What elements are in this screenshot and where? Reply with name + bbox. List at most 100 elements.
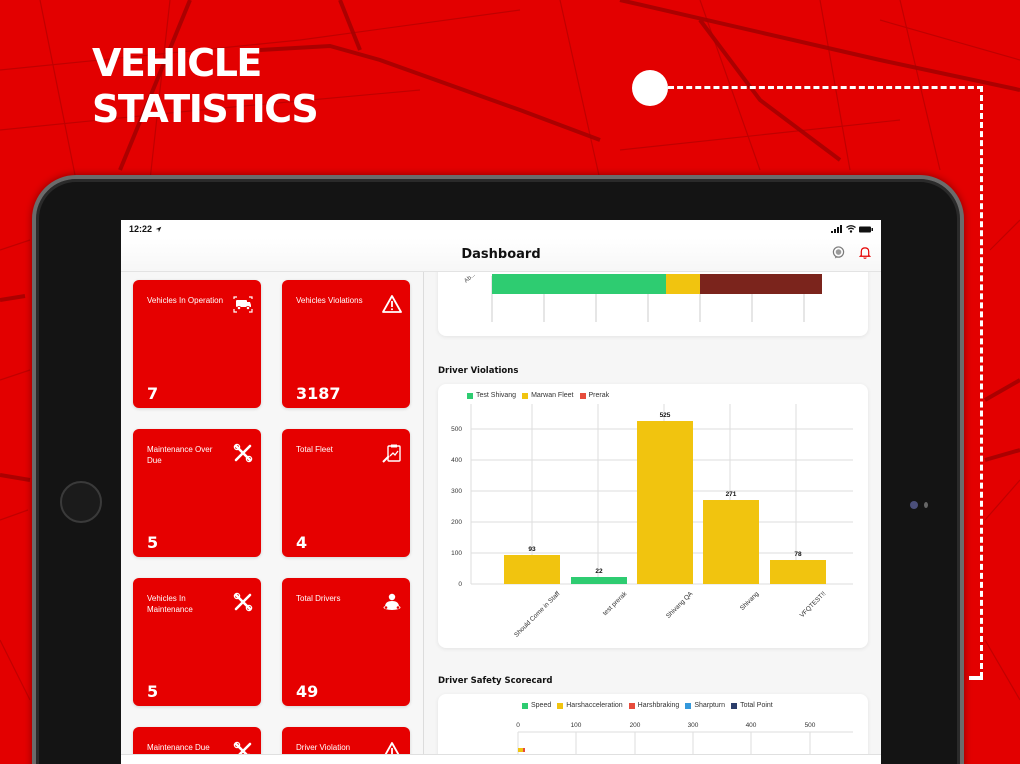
charts-panel: Ab... Driver Violations Test Shivan: [424, 272, 881, 764]
tile-vehicles-violations[interactable]: Vehicles Violations 3187: [282, 280, 410, 408]
hero-title: VEHICLE STATISTICS: [92, 40, 319, 132]
bar-segment-dark-red: [700, 274, 822, 294]
svg-text:300: 300: [688, 722, 699, 729]
legend-item[interactable]: Harshacceleration: [557, 702, 623, 709]
svg-text:200: 200: [630, 722, 641, 729]
stats-tiles-panel: Vehicles In Operation 7 Vehicles Violati…: [121, 272, 424, 764]
connector-line-vertical: [980, 86, 983, 678]
tile-vehicles-in-operation[interactable]: Vehicles In Operation 7: [133, 280, 261, 408]
bar: [571, 577, 627, 584]
section-title-driver-violations: Driver Violations: [438, 366, 519, 376]
svg-text:78: 78: [794, 551, 802, 558]
clipboard-chart-icon: [382, 444, 401, 463]
svg-text:200: 200: [451, 519, 462, 526]
tile-value: 7: [147, 384, 159, 403]
tablet-device: 12:22 Dashboard Vehicles In Operation: [32, 175, 964, 764]
legend-item[interactable]: Speed: [522, 702, 551, 709]
app-screen: 12:22 Dashboard Vehicles In Operation: [121, 220, 881, 764]
svg-text:0: 0: [458, 581, 462, 588]
driver-safety-scorecard-chart: 0 100 200 300 400 500: [516, 722, 853, 764]
chat-icon[interactable]: [832, 246, 845, 259]
tile-total-drivers[interactable]: Total Drivers 49: [282, 578, 410, 706]
warning-icon: [382, 295, 402, 313]
truck-icon: [233, 296, 253, 313]
tile-label: Total Drivers: [296, 594, 341, 603]
svg-text:VFQTEST!!: VFQTEST!!: [799, 590, 828, 619]
bar: [637, 421, 693, 584]
tile-label: Vehicles In Maintenance: [147, 594, 193, 614]
status-bar: 12:22: [121, 220, 881, 238]
bar: [518, 748, 523, 752]
svg-text:271: 271: [726, 491, 737, 498]
driver-safety-scorecard-card: Speed Harshacceleration Harshbraking Sha…: [438, 694, 868, 764]
legend-item[interactable]: Test Shivang: [467, 392, 516, 399]
tile-label: Driver Violation: [296, 743, 351, 752]
tile-value: 4: [296, 533, 308, 552]
connector-line-horizontal: [668, 86, 983, 89]
tile-vehicles-in-maintenance[interactable]: Vehicles In Maintenance 5: [133, 578, 261, 706]
home-button[interactable]: [60, 481, 102, 523]
section-title-driver-safety-scorecard: Driver Safety Scorecard: [438, 676, 553, 686]
svg-text:500: 500: [805, 722, 816, 729]
legend-item[interactable]: Harshbraking: [628, 702, 679, 709]
hero-title-line-2: STATISTICS: [92, 87, 319, 131]
battery-icon: [859, 226, 873, 232]
bar: [770, 560, 826, 584]
tile-value: 5: [147, 682, 159, 701]
nav-bar: Dashboard: [121, 238, 881, 272]
tile-value: 3187: [296, 384, 341, 403]
tools-icon: [233, 592, 253, 612]
wifi-icon: [846, 225, 856, 233]
tile-label: Total Fleet: [296, 445, 333, 454]
bottom-tab-bar: [121, 754, 881, 764]
legend-item[interactable]: Prerak: [579, 392, 609, 399]
tile-value: 5: [147, 533, 159, 552]
bar-segment-yellow: [666, 274, 700, 294]
svg-text:300: 300: [451, 488, 462, 495]
svg-text:100: 100: [451, 550, 462, 557]
driver-violations-card: Test Shivang Marwan Fleet Prerak 0 100 2…: [438, 384, 868, 648]
connector-end-tick: [969, 676, 983, 680]
tile-maintenance-over-due[interactable]: Maintenance Over Due 5: [133, 429, 261, 557]
driver-icon: [383, 593, 401, 610]
chart-legend: Speed Harshacceleration Harshbraking Sha…: [522, 702, 773, 709]
signal-icon: [831, 225, 842, 233]
hero-title-line-1: VEHICLE: [92, 41, 262, 85]
connector-dot: [632, 70, 668, 106]
bell-icon[interactable]: [859, 246, 871, 259]
tile-label: Maintenance Due: [147, 743, 210, 752]
sensor-icon: [924, 502, 928, 508]
tile-label: Vehicles In Operation: [147, 296, 224, 305]
camera-icon: [910, 501, 918, 509]
svg-text:400: 400: [746, 722, 757, 729]
svg-text:Shivang QA: Shivang QA: [665, 590, 695, 620]
svg-text:100: 100: [571, 722, 582, 729]
stacked-bar-chart: Ab...: [463, 272, 822, 322]
tile-label: Vehicles Violations: [296, 296, 363, 305]
svg-text:500: 500: [451, 426, 462, 433]
svg-text:525: 525: [660, 412, 671, 419]
bar: [504, 555, 560, 584]
clock: 12:22: [129, 224, 153, 234]
legend-item[interactable]: Total Point: [731, 702, 773, 709]
svg-text:93: 93: [528, 546, 536, 553]
location-arrow-icon: [155, 226, 162, 232]
svg-text:0: 0: [516, 722, 520, 729]
bar: [703, 500, 759, 584]
bar: [523, 748, 525, 752]
tile-value: 49: [296, 682, 319, 701]
driver-violations-bar-chart: 0 100 200 300 400 500: [451, 404, 853, 639]
chart-legend: Test Shivang Marwan Fleet Prerak: [467, 392, 609, 399]
svg-text:Shivang: Shivang: [739, 590, 761, 612]
category-label: Ab...: [463, 272, 477, 285]
svg-text:Should Come in Staff: Should Come in Staff: [513, 590, 561, 638]
legend-item[interactable]: Marwan Fleet: [522, 392, 574, 399]
legend-item[interactable]: Sharpturn: [685, 702, 725, 709]
svg-text:400: 400: [451, 457, 462, 464]
tile-total-fleet[interactable]: Total Fleet 4: [282, 429, 410, 557]
stacked-bar-chart-card: Ab...: [438, 272, 868, 336]
tools-icon: [233, 443, 253, 463]
tile-label: Maintenance Over Due: [147, 445, 213, 465]
svg-text:22: 22: [595, 568, 603, 575]
